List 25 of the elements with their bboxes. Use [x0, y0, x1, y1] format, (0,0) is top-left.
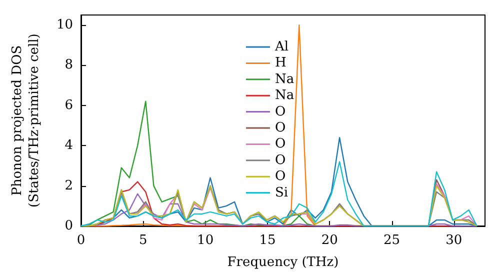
y-tick-label: 4 — [64, 138, 73, 154]
x-tick-label: 15 — [259, 233, 276, 248]
legend-label: O — [275, 136, 286, 152]
legend-label: O — [275, 120, 286, 136]
x-tick-label: 0 — [76, 233, 86, 248]
x-tick-label: 20 — [321, 233, 338, 248]
legend-label: O — [275, 152, 286, 168]
legend-label: Al — [274, 40, 289, 54]
y-tick-label: 10 — [56, 18, 73, 33]
y-axis-title: Phonon projected DOS (States/THz·primitive cell) — [10, 33, 42, 208]
legend-label: O — [275, 104, 286, 120]
y-tick-label: 6 — [64, 98, 73, 113]
x-tick-label: 10 — [197, 233, 214, 248]
y-tick-label: 0 — [64, 218, 73, 234]
legend-label: Si — [275, 185, 288, 200]
legend-label: O — [275, 169, 286, 184]
legend-label: H — [275, 56, 286, 71]
legend-label: Na — [275, 88, 294, 104]
y-tick-label: 2 — [64, 178, 73, 194]
x-tick-label: 5 — [139, 233, 148, 248]
x-tick-label: 30 — [446, 233, 462, 248]
y-tick-label: 8 — [64, 58, 73, 73]
x-axis-title: Frequency (THz) — [227, 255, 339, 270]
legend-label: Na — [275, 72, 294, 87]
x-tick-label: 25 — [383, 233, 400, 248]
